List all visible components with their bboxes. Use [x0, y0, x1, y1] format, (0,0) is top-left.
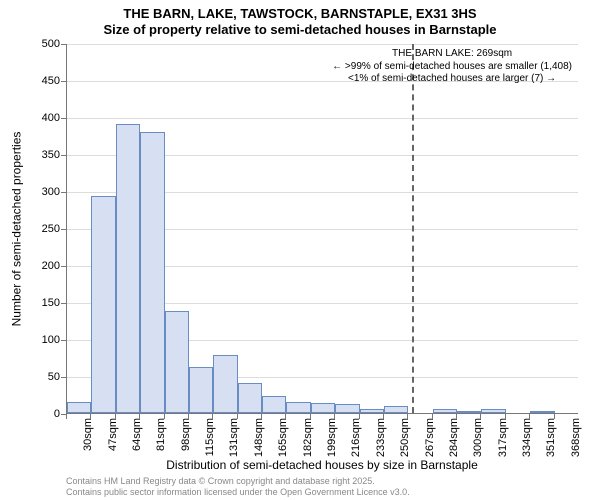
- xtick-label: 284sqm: [448, 418, 460, 457]
- histogram-bar: [457, 411, 481, 413]
- ytick-label: 200: [20, 260, 60, 272]
- histogram-bar: [67, 402, 91, 413]
- xtick-label: 148sqm: [253, 418, 265, 457]
- annotation-line: THE BARN LAKE: 269sqm: [332, 48, 572, 61]
- footer-line2: Contains public sector information licen…: [66, 487, 410, 498]
- histogram-bar: [360, 409, 384, 413]
- annotation-line: ← >99% of semi-detached houses are small…: [332, 61, 572, 74]
- xtick-mark: [66, 414, 67, 419]
- histogram-bar: [262, 396, 286, 413]
- xtick-label: 64sqm: [131, 418, 143, 451]
- ytick-mark: [61, 44, 66, 45]
- xtick-label: 368sqm: [570, 418, 582, 457]
- histogram-bar: [116, 124, 140, 413]
- xtick-label: 351sqm: [545, 418, 557, 457]
- xtick-mark: [480, 414, 481, 419]
- ytick-mark: [61, 155, 66, 156]
- xtick-mark: [164, 414, 165, 419]
- ytick-mark: [61, 229, 66, 230]
- xtick-mark: [359, 414, 360, 419]
- histogram-bar: [530, 411, 554, 413]
- histogram-bar: [433, 409, 457, 413]
- plot-area: THE BARN LAKE: 269sqm← >99% of semi-deta…: [66, 44, 578, 414]
- ytick-label: 300: [20, 186, 60, 198]
- xtick-mark: [334, 414, 335, 419]
- histogram-bar: [140, 132, 164, 413]
- xtick-mark: [529, 414, 530, 419]
- x-axis-title: Distribution of semi-detached houses by …: [66, 458, 578, 472]
- xtick-mark: [310, 414, 311, 419]
- ytick-label: 150: [20, 297, 60, 309]
- xtick-label: 216sqm: [350, 418, 362, 457]
- xtick-mark: [407, 414, 408, 419]
- annotation-line: <1% of semi-detached houses are larger (…: [332, 73, 572, 86]
- xtick-mark: [212, 414, 213, 419]
- xtick-mark: [456, 414, 457, 419]
- xtick-mark: [237, 414, 238, 419]
- gridline: [67, 44, 578, 45]
- xtick-mark: [115, 414, 116, 419]
- histogram-bar: [238, 383, 262, 413]
- chart-title-line2: Size of property relative to semi-detach…: [0, 22, 600, 37]
- histogram-bar: [311, 403, 335, 413]
- ytick-mark: [61, 192, 66, 193]
- xtick-label: 250sqm: [399, 418, 411, 457]
- ytick-label: 500: [20, 38, 60, 50]
- histogram-bar: [286, 402, 310, 413]
- ytick-label: 0: [20, 408, 60, 420]
- ytick-mark: [61, 81, 66, 82]
- ytick-mark: [61, 303, 66, 304]
- footer-line1: Contains HM Land Registry data © Crown c…: [66, 476, 410, 487]
- xtick-mark: [90, 414, 91, 419]
- xtick-label: 98sqm: [180, 418, 192, 451]
- xtick-mark: [432, 414, 433, 419]
- ytick-mark: [61, 377, 66, 378]
- xtick-mark: [139, 414, 140, 419]
- histogram-bar: [384, 406, 408, 413]
- ytick-label: 350: [20, 149, 60, 161]
- histogram-bar: [335, 404, 359, 413]
- ytick-label: 100: [20, 334, 60, 346]
- xtick-label: 115sqm: [204, 418, 216, 456]
- histogram-bar: [189, 367, 213, 413]
- xtick-label: 334sqm: [521, 418, 533, 457]
- marker-annotation: THE BARN LAKE: 269sqm← >99% of semi-deta…: [332, 48, 572, 86]
- xtick-label: 30sqm: [82, 418, 94, 451]
- xtick-label: 165sqm: [277, 418, 289, 457]
- xtick-mark: [188, 414, 189, 419]
- xtick-mark: [554, 414, 555, 419]
- ytick-mark: [61, 340, 66, 341]
- xtick-label: 267sqm: [424, 418, 436, 457]
- ytick-mark: [61, 118, 66, 119]
- marker-line: [412, 44, 414, 413]
- histogram-bar: [481, 409, 505, 413]
- gridline: [67, 118, 578, 119]
- ytick-label: 400: [20, 112, 60, 124]
- ytick-label: 250: [20, 223, 60, 235]
- xtick-mark: [383, 414, 384, 419]
- xtick-label: 199sqm: [326, 418, 338, 457]
- xtick-label: 317sqm: [497, 418, 509, 457]
- xtick-mark: [505, 414, 506, 419]
- ytick-label: 50: [20, 371, 60, 383]
- xtick-label: 47sqm: [107, 418, 119, 451]
- xtick-label: 233sqm: [375, 418, 387, 457]
- xtick-label: 131sqm: [228, 418, 240, 457]
- xtick-label: 182sqm: [302, 418, 314, 457]
- ytick-mark: [61, 266, 66, 267]
- ytick-label: 450: [20, 75, 60, 87]
- xtick-mark: [285, 414, 286, 419]
- footer-attribution: Contains HM Land Registry data © Crown c…: [66, 476, 410, 498]
- xtick-mark: [261, 414, 262, 419]
- chart-title-line1: THE BARN, LAKE, TAWSTOCK, BARNSTAPLE, EX…: [0, 6, 600, 21]
- histogram-bar: [91, 196, 115, 413]
- histogram-bar: [213, 355, 237, 413]
- histogram-bar: [165, 311, 189, 413]
- xtick-label: 300sqm: [472, 418, 484, 457]
- xtick-label: 81sqm: [155, 418, 167, 451]
